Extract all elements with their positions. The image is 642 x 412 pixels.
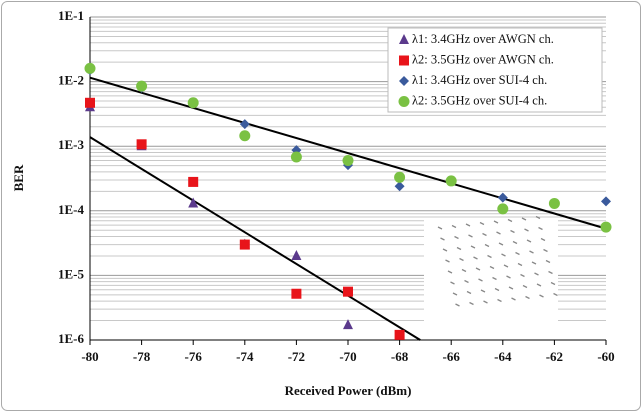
x-tick-label: -78 [133,349,151,364]
x-tick-label: -62 [546,349,563,364]
marker [395,330,405,340]
x-tick-label: -68 [391,349,409,364]
marker [343,155,354,166]
marker [394,172,405,183]
y-axis-label: BER [11,164,26,191]
chart: λ1: 3.4GHz over AWGN ch. λ2: 3.5GHz over … [0,0,642,412]
marker [291,289,301,299]
y-tick-label: 1E-2 [58,73,84,88]
legend-label: λ2: 3.5GHz over SUI-4 ch. [412,93,547,107]
constellation-inset [424,217,558,323]
y-tick-label: 1E-3 [58,137,85,152]
y-tick-label: 1E-6 [58,331,85,346]
marker [291,152,302,163]
x-tick-label: -74 [236,349,254,364]
marker [85,98,95,108]
y-tick-label: 1E-4 [58,202,85,217]
marker [137,139,147,149]
legend-label: λ1: 3.4GHz over SUI-4 ch. [412,73,547,87]
marker [549,198,560,209]
legend-label: λ1: 3.4GHz over AWGN ch. [412,32,554,46]
marker [240,240,250,250]
x-tick-label: -72 [288,349,305,364]
marker [601,222,612,233]
y-tick-label: 1E-5 [58,266,85,281]
marker [446,175,457,186]
marker [239,130,250,141]
marker [399,96,410,107]
marker [399,56,409,66]
marker [497,203,508,214]
x-tick-label: -60 [597,349,614,364]
x-axis-label: Received Power (dBm) [285,383,412,398]
x-tick-label: -70 [339,349,356,364]
legend-label: λ2: 3.5GHz over AWGN ch. [412,52,554,66]
x-tick-label: -66 [443,349,461,364]
x-tick-label: -80 [81,349,98,364]
marker [85,63,96,74]
marker [188,177,198,187]
inset-bg [424,218,558,322]
marker [188,97,199,108]
marker [343,287,353,297]
y-tick-label: 1E-1 [58,8,84,23]
marker [136,81,147,92]
x-tick-label: -76 [185,349,203,364]
x-tick-label: -64 [494,349,512,364]
